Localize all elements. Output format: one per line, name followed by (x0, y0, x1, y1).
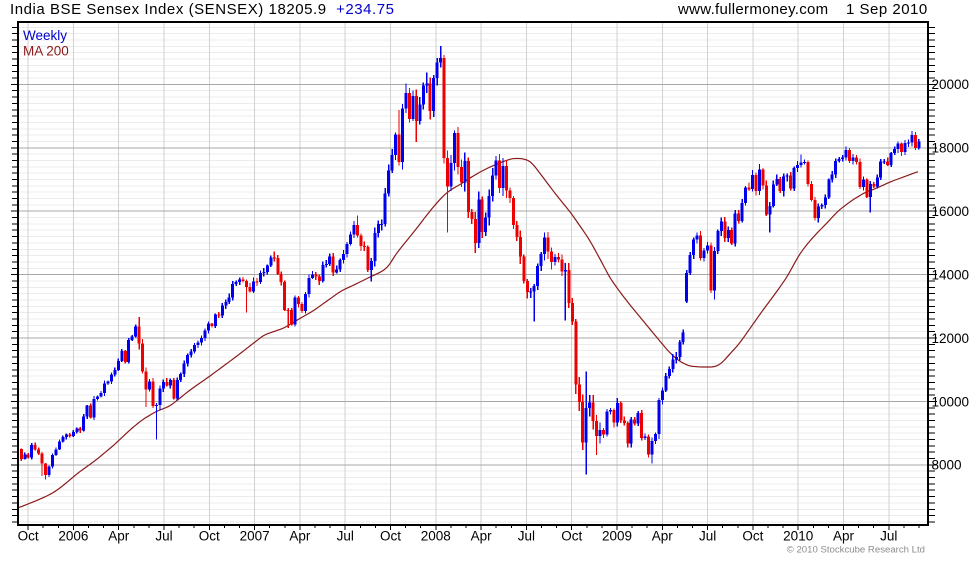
svg-text:Apr: Apr (652, 529, 674, 544)
svg-text:2009: 2009 (602, 529, 632, 544)
svg-text:8000: 8000 (932, 458, 962, 473)
svg-text:MA 200: MA 200 (23, 43, 69, 58)
svg-text:Oct: Oct (199, 529, 220, 544)
svg-text:Jul: Jul (880, 529, 897, 544)
svg-text:Oct: Oct (742, 529, 763, 544)
svg-text:Oct: Oct (561, 529, 582, 544)
svg-text:2008: 2008 (421, 529, 451, 544)
svg-text:www.fullermoney.com: www.fullermoney.com (677, 1, 828, 18)
svg-text:12000: 12000 (932, 331, 970, 346)
svg-text:Apr: Apr (833, 529, 855, 544)
svg-text:14000: 14000 (932, 267, 970, 282)
svg-text:Jul: Jul (699, 529, 716, 544)
svg-text:Apr: Apr (108, 529, 130, 544)
svg-text:Oct: Oct (18, 529, 39, 544)
svg-text:1 Sep 2010: 1 Sep 2010 (846, 1, 928, 18)
svg-text:Jul: Jul (518, 529, 535, 544)
svg-text:Apr: Apr (289, 529, 311, 544)
svg-text:Jul: Jul (155, 529, 172, 544)
svg-text:2007: 2007 (240, 529, 270, 544)
svg-text:10000: 10000 (932, 394, 970, 409)
svg-text:India BSE Sensex Index (SENSEX: India BSE Sensex Index (SENSEX) 18205.9 … (10, 1, 395, 18)
svg-text:Oct: Oct (380, 529, 401, 544)
svg-text:18000: 18000 (932, 141, 970, 156)
svg-text:Apr: Apr (471, 529, 493, 544)
svg-text:2006: 2006 (58, 529, 88, 544)
svg-text:20000: 20000 (932, 77, 970, 92)
svg-text:2010: 2010 (783, 529, 813, 544)
svg-text:Weekly: Weekly (23, 28, 67, 43)
svg-text:© 2010 Stockcube Research Ltd: © 2010 Stockcube Research Ltd (787, 545, 925, 556)
svg-text:Jul: Jul (337, 529, 354, 544)
svg-text:16000: 16000 (932, 204, 970, 219)
